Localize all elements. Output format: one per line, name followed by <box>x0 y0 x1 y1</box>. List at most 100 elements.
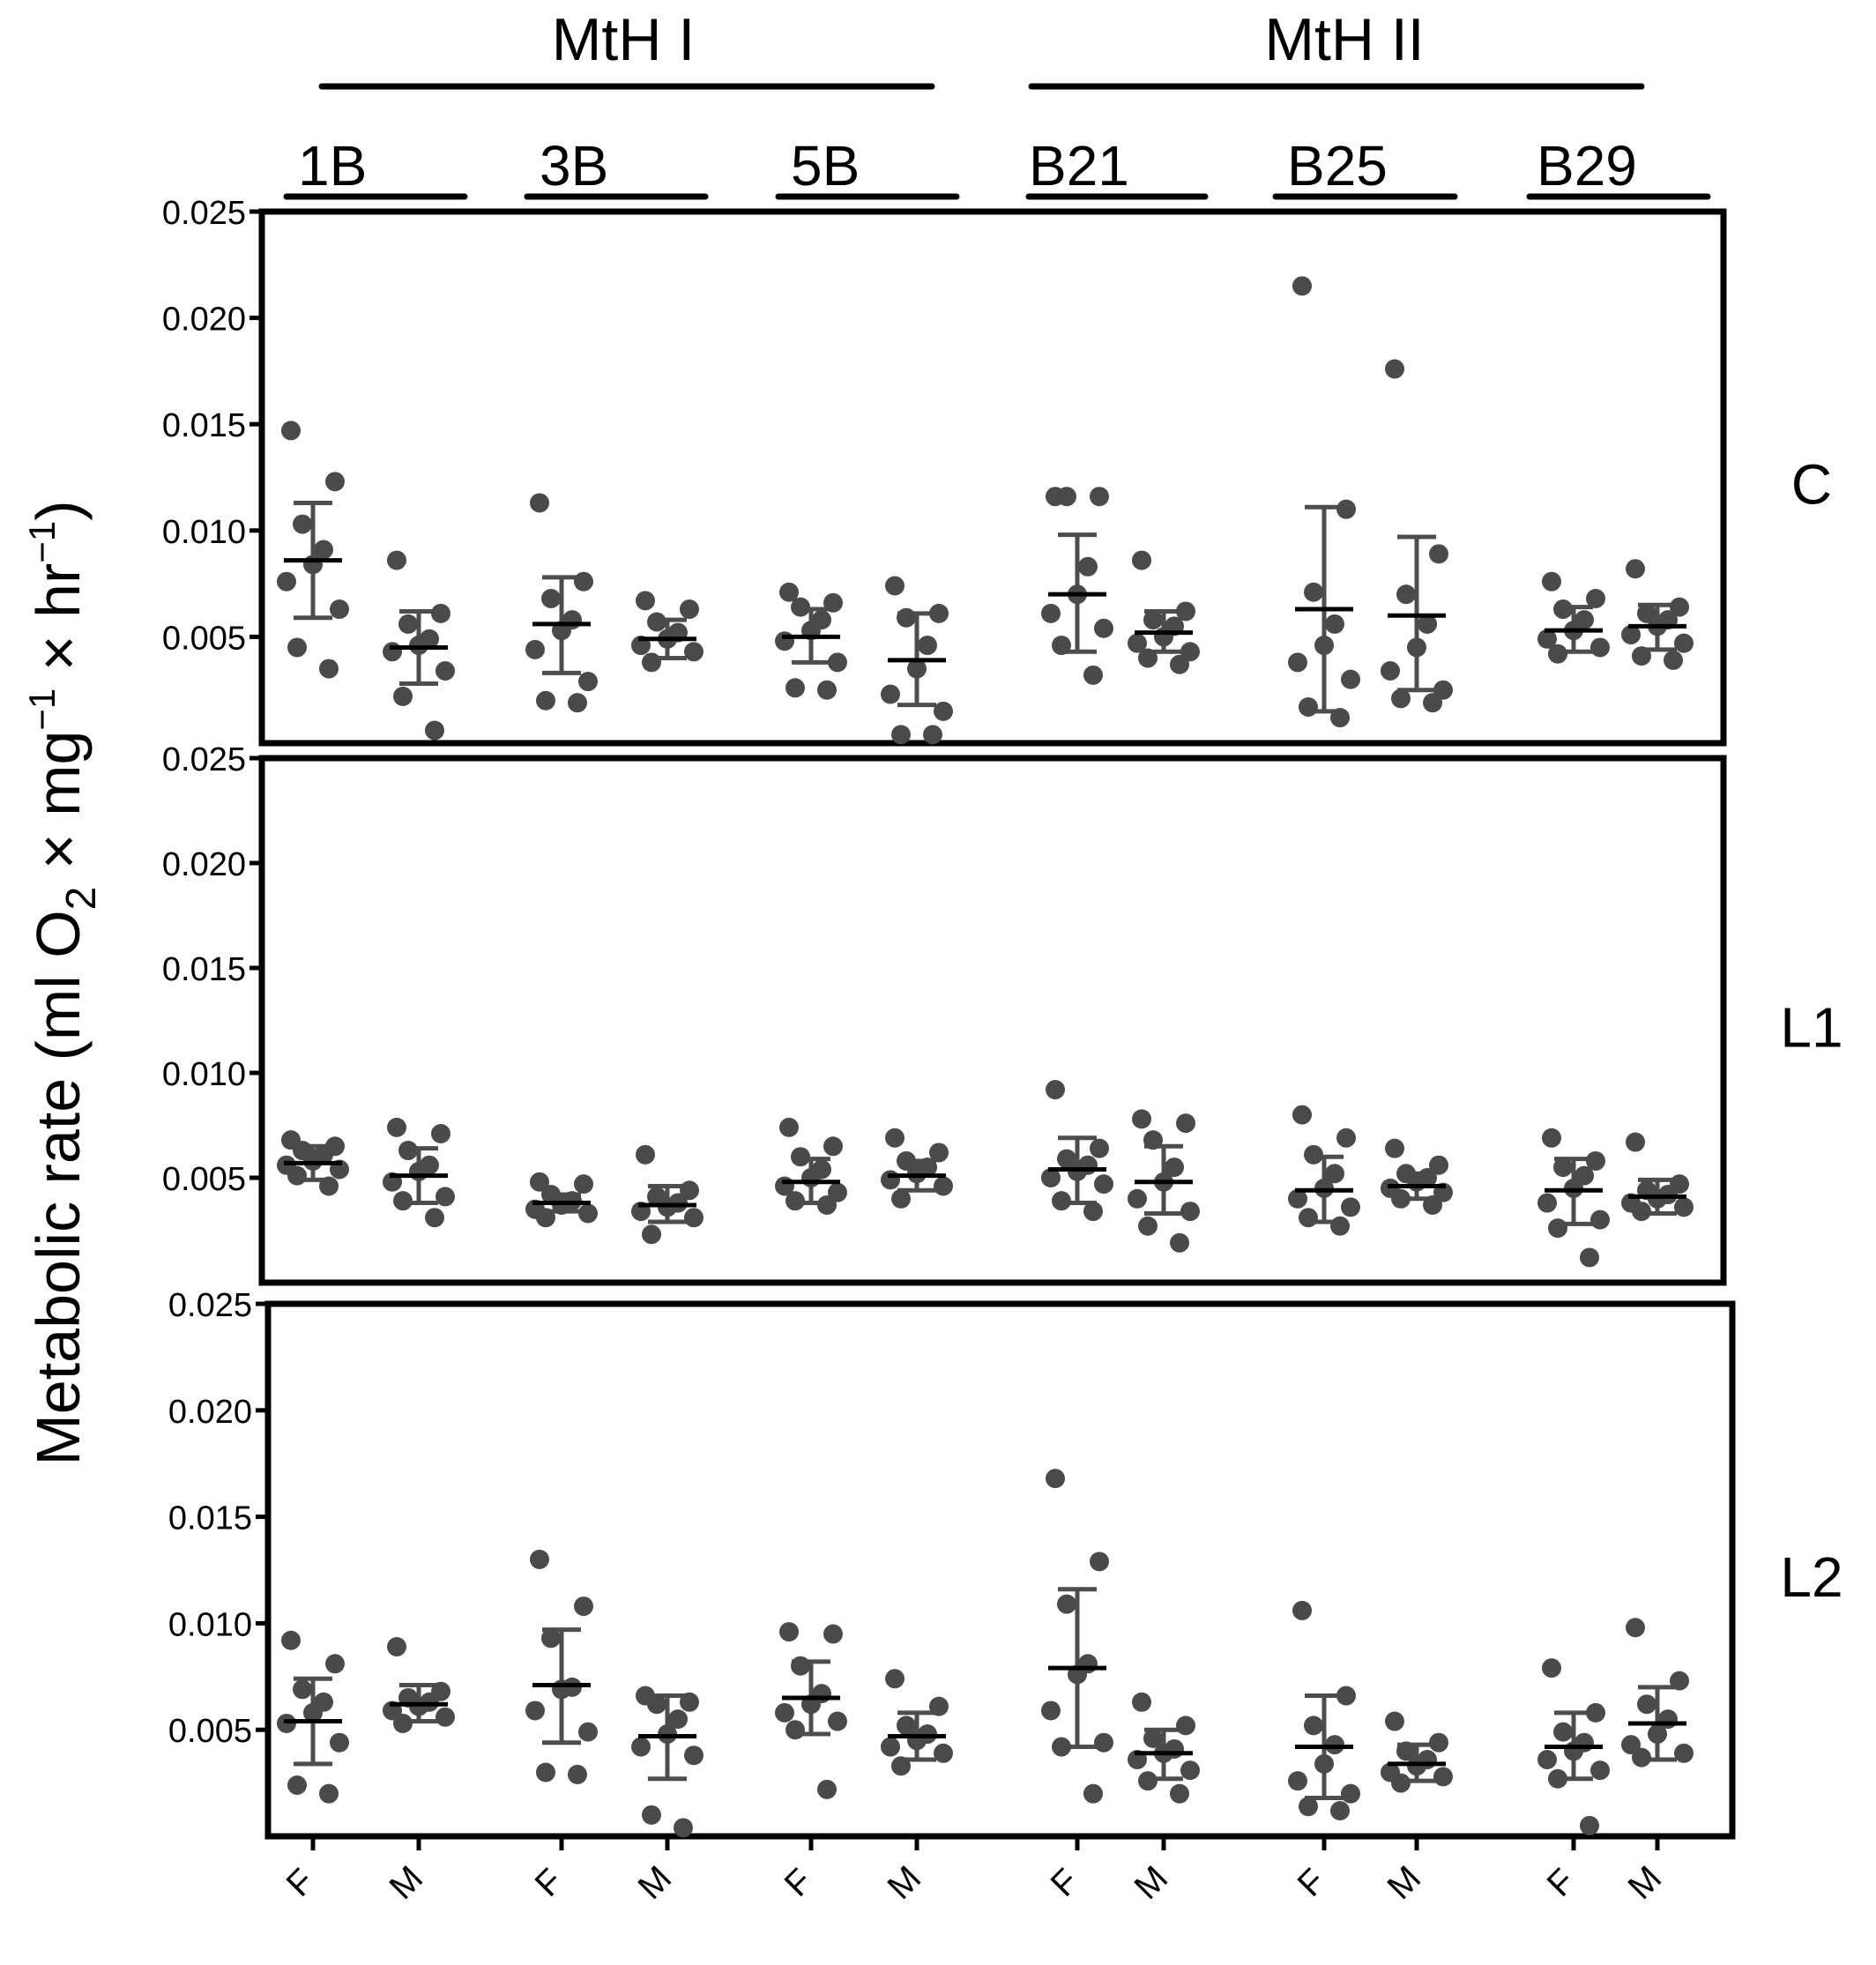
data-point <box>680 1692 699 1712</box>
data-point <box>1537 1193 1557 1213</box>
panel-frame <box>258 755 1727 1286</box>
data-point <box>574 1174 593 1195</box>
data-point <box>684 1208 704 1228</box>
y-tick-label: 0.025 <box>162 195 246 232</box>
data-point <box>1292 1105 1312 1125</box>
data-point <box>1132 550 1151 570</box>
data-point <box>325 472 345 492</box>
data-point <box>431 1124 450 1144</box>
data-point <box>1429 544 1448 564</box>
data-point <box>1176 601 1195 622</box>
data-point <box>1542 571 1561 592</box>
data-point <box>1542 1658 1561 1678</box>
data-point <box>1537 629 1557 649</box>
data-point <box>642 1805 661 1825</box>
group-3b-f <box>525 493 598 713</box>
data-point <box>791 1656 810 1676</box>
data-point <box>1041 1168 1061 1187</box>
data-point <box>1553 1157 1573 1178</box>
data-point <box>287 1165 307 1186</box>
data-point <box>1094 618 1113 638</box>
data-point <box>1325 614 1344 634</box>
data-point <box>1128 633 1147 653</box>
data-point <box>823 1624 843 1644</box>
group-1b-m <box>383 1636 455 1733</box>
data-point <box>1423 1195 1442 1215</box>
data-point <box>1336 1686 1356 1706</box>
data-point <box>775 631 794 651</box>
data-point <box>303 555 323 575</box>
data-point <box>1057 1594 1076 1614</box>
data-point <box>1341 669 1360 689</box>
data-point <box>1632 1747 1651 1768</box>
data-point <box>1330 1801 1350 1821</box>
data-point <box>791 597 810 617</box>
data-point <box>891 1756 911 1776</box>
data-point <box>1580 1815 1599 1835</box>
data-point <box>823 592 843 613</box>
data-point <box>1548 1218 1567 1239</box>
group-b25-m <box>1381 359 1453 713</box>
data-point <box>929 603 949 623</box>
group-b21-m <box>1128 550 1200 674</box>
data-point <box>1132 1692 1151 1712</box>
data-point <box>791 1147 810 1167</box>
data-point <box>525 1701 545 1721</box>
data-point <box>1078 556 1098 577</box>
data-point <box>801 1168 821 1187</box>
group-b21-f <box>1041 1080 1113 1222</box>
x-tick-label-f: F <box>279 1862 322 1904</box>
data-point <box>409 1161 428 1181</box>
data-point <box>1341 1197 1360 1217</box>
data-point <box>636 1144 655 1165</box>
y-axis-label-sup-2: −1 <box>21 521 63 563</box>
group-3b-f <box>525 1172 598 1228</box>
data-point <box>1138 1216 1158 1236</box>
data-point <box>1423 693 1442 713</box>
data-point <box>541 1628 561 1649</box>
data-point <box>530 1172 549 1192</box>
data-point <box>1299 1797 1318 1817</box>
group-b29-m <box>1621 1132 1694 1222</box>
data-point <box>897 1716 916 1736</box>
group-header-mth-ii: MtH II <box>1264 6 1424 73</box>
data-point <box>885 1669 904 1689</box>
data-point <box>929 1696 949 1716</box>
data-point <box>1052 1191 1071 1211</box>
data-point <box>536 1762 555 1783</box>
data-point <box>881 1170 900 1190</box>
group-b21-f <box>1041 1469 1113 1804</box>
data-point <box>1670 597 1689 617</box>
data-point <box>923 725 942 745</box>
data-point <box>436 1707 455 1727</box>
data-point <box>1128 1188 1147 1209</box>
data-point <box>277 571 296 592</box>
data-point <box>1391 1773 1411 1793</box>
data-point <box>1396 1741 1416 1761</box>
data-point <box>319 659 339 679</box>
line-header-b29: B29 <box>1537 134 1637 197</box>
data-point <box>668 1709 688 1730</box>
data-point <box>1580 1247 1599 1268</box>
data-point <box>1548 1768 1567 1789</box>
data-point <box>1433 680 1453 700</box>
data-point <box>1664 650 1683 670</box>
y-tick-label: 0.005 <box>162 620 246 657</box>
data-point <box>1336 1128 1356 1148</box>
data-point <box>393 686 413 706</box>
data-point <box>552 1679 571 1700</box>
group-b21-f <box>1041 487 1113 685</box>
x-tick-label-m: M <box>1127 1858 1175 1907</box>
x-tick-label-m: M <box>630 1858 679 1907</box>
data-point <box>281 421 301 441</box>
data-point <box>1385 359 1404 379</box>
data-point <box>647 612 666 632</box>
data-point <box>1304 1144 1323 1165</box>
data-point <box>1637 1694 1656 1715</box>
y-tick-label: 0.015 <box>162 407 246 444</box>
group-5b-m <box>881 576 953 745</box>
data-point <box>1143 610 1163 630</box>
data-point <box>1429 1155 1448 1175</box>
